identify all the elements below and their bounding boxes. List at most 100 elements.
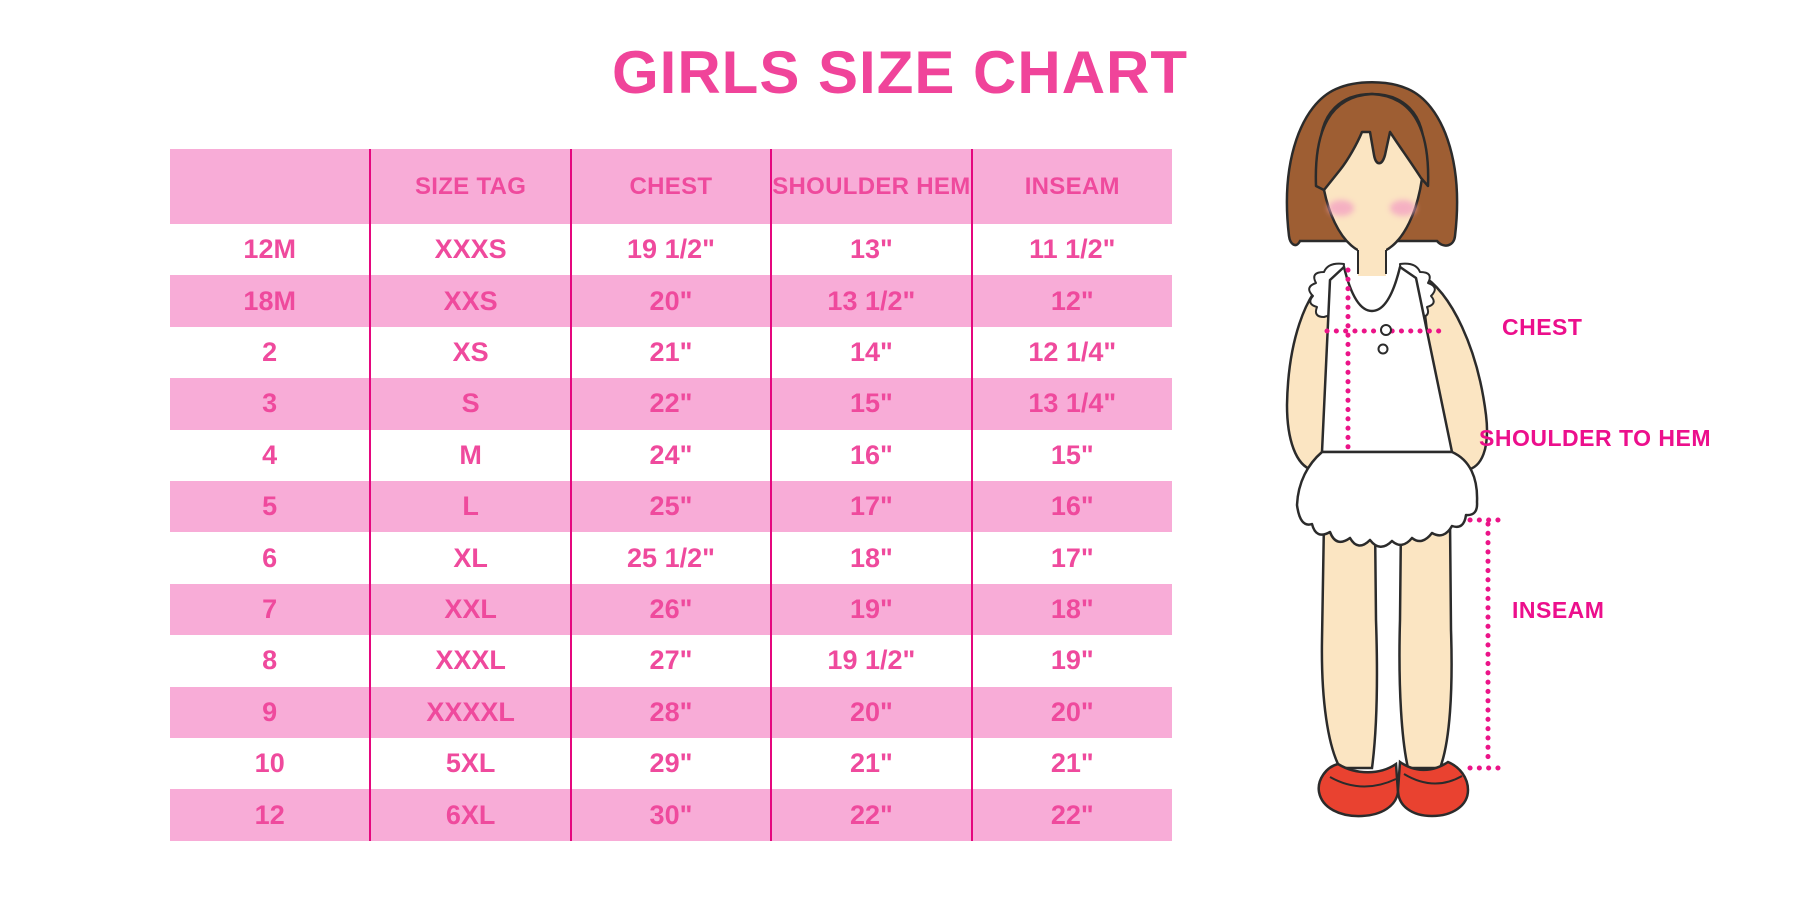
- value-cell: 5XL: [369, 738, 571, 790]
- girl-shoe-left: [1317, 761, 1400, 818]
- size-cell: 12: [254, 799, 285, 830]
- value-cell: 30": [569, 789, 772, 841]
- value-cell: S: [369, 378, 571, 430]
- value-cell: 20": [569, 275, 772, 327]
- size-table: SIZE TAG CHEST SHOULDER HEM INSEAM 12M XXXS 1…: [170, 149, 1172, 841]
- value-cell: 14": [770, 326, 972, 379]
- inseam-label: INSEAM: [1512, 597, 1605, 623]
- girl-arm-right: [1418, 271, 1489, 472]
- size-cell: 4: [262, 439, 278, 470]
- page-title: GIRLS SIZE CHART: [611, 39, 1189, 106]
- value-cell: 18": [970, 583, 1172, 636]
- column-header: SIZE TAG: [369, 149, 571, 224]
- value-cell: 6XL: [369, 789, 571, 841]
- value-cell: 27": [569, 635, 772, 687]
- value-cell: XL: [369, 532, 571, 584]
- value-cell: 20": [770, 686, 972, 739]
- girl-blush-right: [1390, 200, 1416, 216]
- girl-neck: [1358, 246, 1386, 276]
- value-cell: 25 1/2": [569, 532, 772, 584]
- value-cell: 22": [970, 789, 1172, 841]
- value-cell: XXXL: [369, 635, 571, 687]
- table-row: 7 XXL 26" 19" 18": [170, 583, 1172, 636]
- value-cell: M: [369, 429, 571, 482]
- size-cell: 12M: [243, 234, 296, 265]
- column-header: SHOULDER HEM: [770, 149, 972, 224]
- value-cell: L: [369, 481, 571, 533]
- value-cell: 12 1/4": [970, 326, 1172, 379]
- value-cell: 19": [770, 583, 972, 636]
- size-column-header-empty: [170, 149, 370, 224]
- value-cell: 21": [770, 738, 972, 790]
- value-cell: XXXS: [369, 224, 571, 276]
- value-cell: 24": [569, 429, 772, 482]
- table-row: 3 S 22" 15" 13 1/4": [170, 378, 1172, 430]
- value-cell: 19 1/2": [569, 224, 772, 276]
- value-cell: 22": [569, 378, 772, 430]
- value-cell: 21": [569, 326, 772, 379]
- table-row: 9 XXXXL 28" 20" 20": [170, 686, 1172, 739]
- table-row: 2 XS 21" 14" 12 1/4": [170, 326, 1172, 379]
- value-cell: 15": [770, 378, 972, 430]
- value-cell: 16": [770, 429, 972, 482]
- value-cell: XS: [369, 326, 571, 379]
- table-row: 8 XXXL 27" 19 1/2" 19": [170, 635, 1172, 687]
- table-row: 10 5XL 29" 21" 21": [170, 738, 1172, 790]
- value-cell: 28": [569, 686, 772, 739]
- value-cell: 15": [970, 429, 1172, 482]
- value-cell: 25": [569, 481, 772, 533]
- value-cell: 13 1/4": [970, 378, 1172, 430]
- value-cell: 22": [770, 789, 972, 841]
- value-cell: 12": [970, 275, 1172, 327]
- value-cell: XXS: [369, 275, 571, 327]
- size-cell: 3: [262, 388, 278, 419]
- girl-top-button-1: [1380, 324, 1392, 336]
- girl-shoe-strap-left: [1329, 776, 1397, 788]
- value-cell: 19 1/2": [770, 635, 972, 687]
- value-cell: 29": [569, 738, 772, 790]
- value-cell: XXXXL: [369, 686, 571, 739]
- value-cell: 20": [970, 686, 1172, 739]
- table-row: 12M XXXS 19 1/2" 13" 11 1/2": [170, 224, 1172, 276]
- value-cell: 18": [770, 532, 972, 584]
- table-row: 4 M 24" 16" 15": [170, 429, 1172, 482]
- value-cell: 13 1/2": [770, 275, 972, 327]
- size-cell: 7: [262, 594, 278, 625]
- size-table-head: SIZE TAG CHEST SHOULDER HEM INSEAM: [170, 149, 1172, 224]
- chest-label: CHEST: [1502, 314, 1583, 340]
- value-cell: 21": [970, 738, 1172, 790]
- value-cell: 11 1/2": [970, 224, 1172, 276]
- value-cell: 26": [569, 583, 772, 636]
- value-cell: 17": [970, 532, 1172, 584]
- girl-illustration: [1285, 81, 1503, 818]
- table-row: 5 L 25" 17" 16": [170, 481, 1172, 533]
- size-cell: 5: [262, 491, 278, 522]
- value-cell: 13": [770, 224, 972, 276]
- girl-blush-left: [1328, 200, 1354, 216]
- girl-leg-left: [1320, 518, 1379, 770]
- value-cell: XXL: [369, 583, 571, 636]
- girl-skirt: [1295, 450, 1479, 548]
- header-row: SIZE TAG CHEST SHOULDER HEM INSEAM: [170, 149, 1172, 224]
- shoulder-to-hem-label: SHOULDER TO HEM: [1479, 425, 1711, 451]
- table-row: 12 6XL 30" 22" 22": [170, 789, 1172, 841]
- girl-shoe-strap-right: [1403, 773, 1463, 785]
- size-cell: 6: [262, 542, 278, 573]
- value-cell: 19": [970, 635, 1172, 687]
- size-cell: 18M: [243, 285, 296, 316]
- size-table-body: 12M XXXS 19 1/2" 13" 11 1/2" 18M XXS 20" 13 1/2"…: [170, 224, 1172, 841]
- column-header: CHEST: [569, 149, 772, 224]
- girl-shoe-right: [1396, 759, 1470, 818]
- girl-bangs: [1314, 92, 1430, 192]
- girl-leg-right: [1398, 518, 1453, 770]
- girl-top-button-2: [1377, 343, 1389, 355]
- table-row: 18M XXS 20" 13 1/2" 12": [170, 275, 1172, 327]
- column-header: INSEAM: [970, 149, 1172, 224]
- size-cell: 10: [254, 748, 285, 779]
- size-cell: 8: [262, 645, 278, 676]
- value-cell: 16": [970, 481, 1172, 533]
- table-row: 6 XL 25 1/2" 18" 17": [170, 532, 1172, 584]
- size-cell: 9: [262, 696, 278, 727]
- size-cell: 2: [262, 337, 278, 368]
